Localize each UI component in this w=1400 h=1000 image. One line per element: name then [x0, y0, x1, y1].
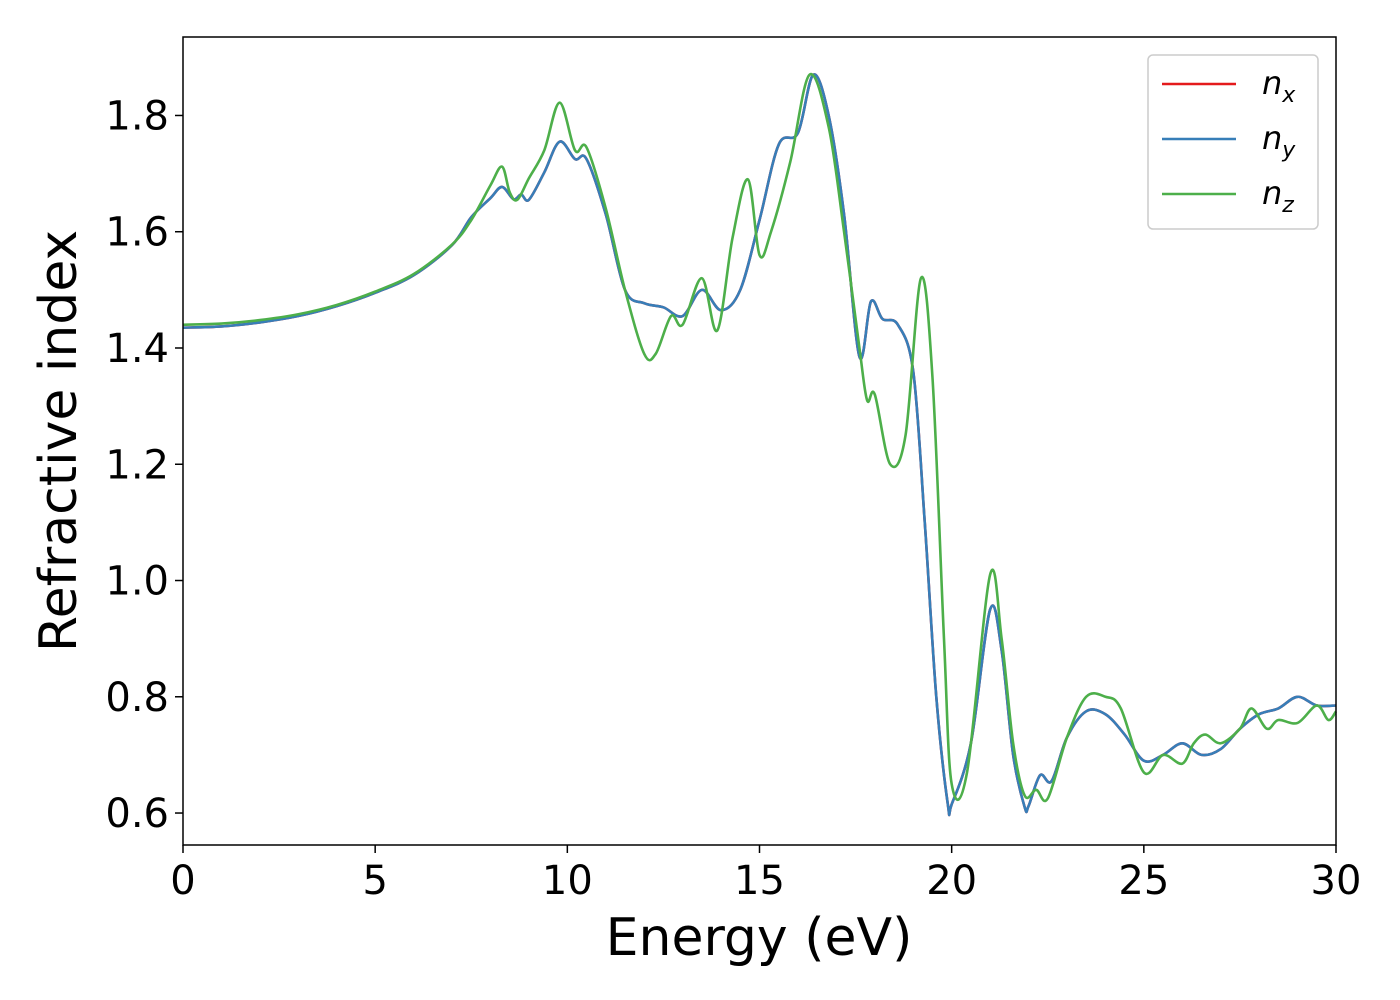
series-line-nz — [182, 72, 1338, 803]
x-axis-ticks: 0 5 10 15 20 25 30 — [170, 845, 1361, 904]
y-tick-label: 1.6 — [105, 210, 169, 256]
y-axis-ticks: 0.6 0.8 1.0 1.2 1.4 1.6 1.8 — [105, 93, 183, 837]
x-axis-label: Energy (eV) — [606, 908, 913, 968]
y-tick-label: 1.4 — [105, 326, 169, 372]
series-layer — [182, 72, 1338, 817]
x-tick-label: 0 — [170, 858, 195, 904]
legend-label-nz: nz — [1262, 174, 1294, 218]
x-tick-label: 10 — [542, 858, 593, 904]
x-tick-label: 5 — [362, 858, 387, 904]
x-tick-label: 15 — [734, 858, 785, 904]
legend-box — [1147, 54, 1319, 230]
y-axis-label: Refractive index — [29, 230, 89, 652]
x-tick-label: 20 — [926, 858, 977, 904]
y-tick-label: 1.0 — [105, 559, 169, 605]
x-tick-label: 30 — [1311, 858, 1362, 904]
y-tick-label: 1.8 — [105, 93, 169, 139]
y-tick-label: 0.6 — [105, 791, 169, 837]
y-tick-label: 0.8 — [105, 675, 169, 721]
y-tick-label: 1.2 — [105, 442, 169, 488]
x-tick-label: 25 — [1118, 858, 1169, 904]
